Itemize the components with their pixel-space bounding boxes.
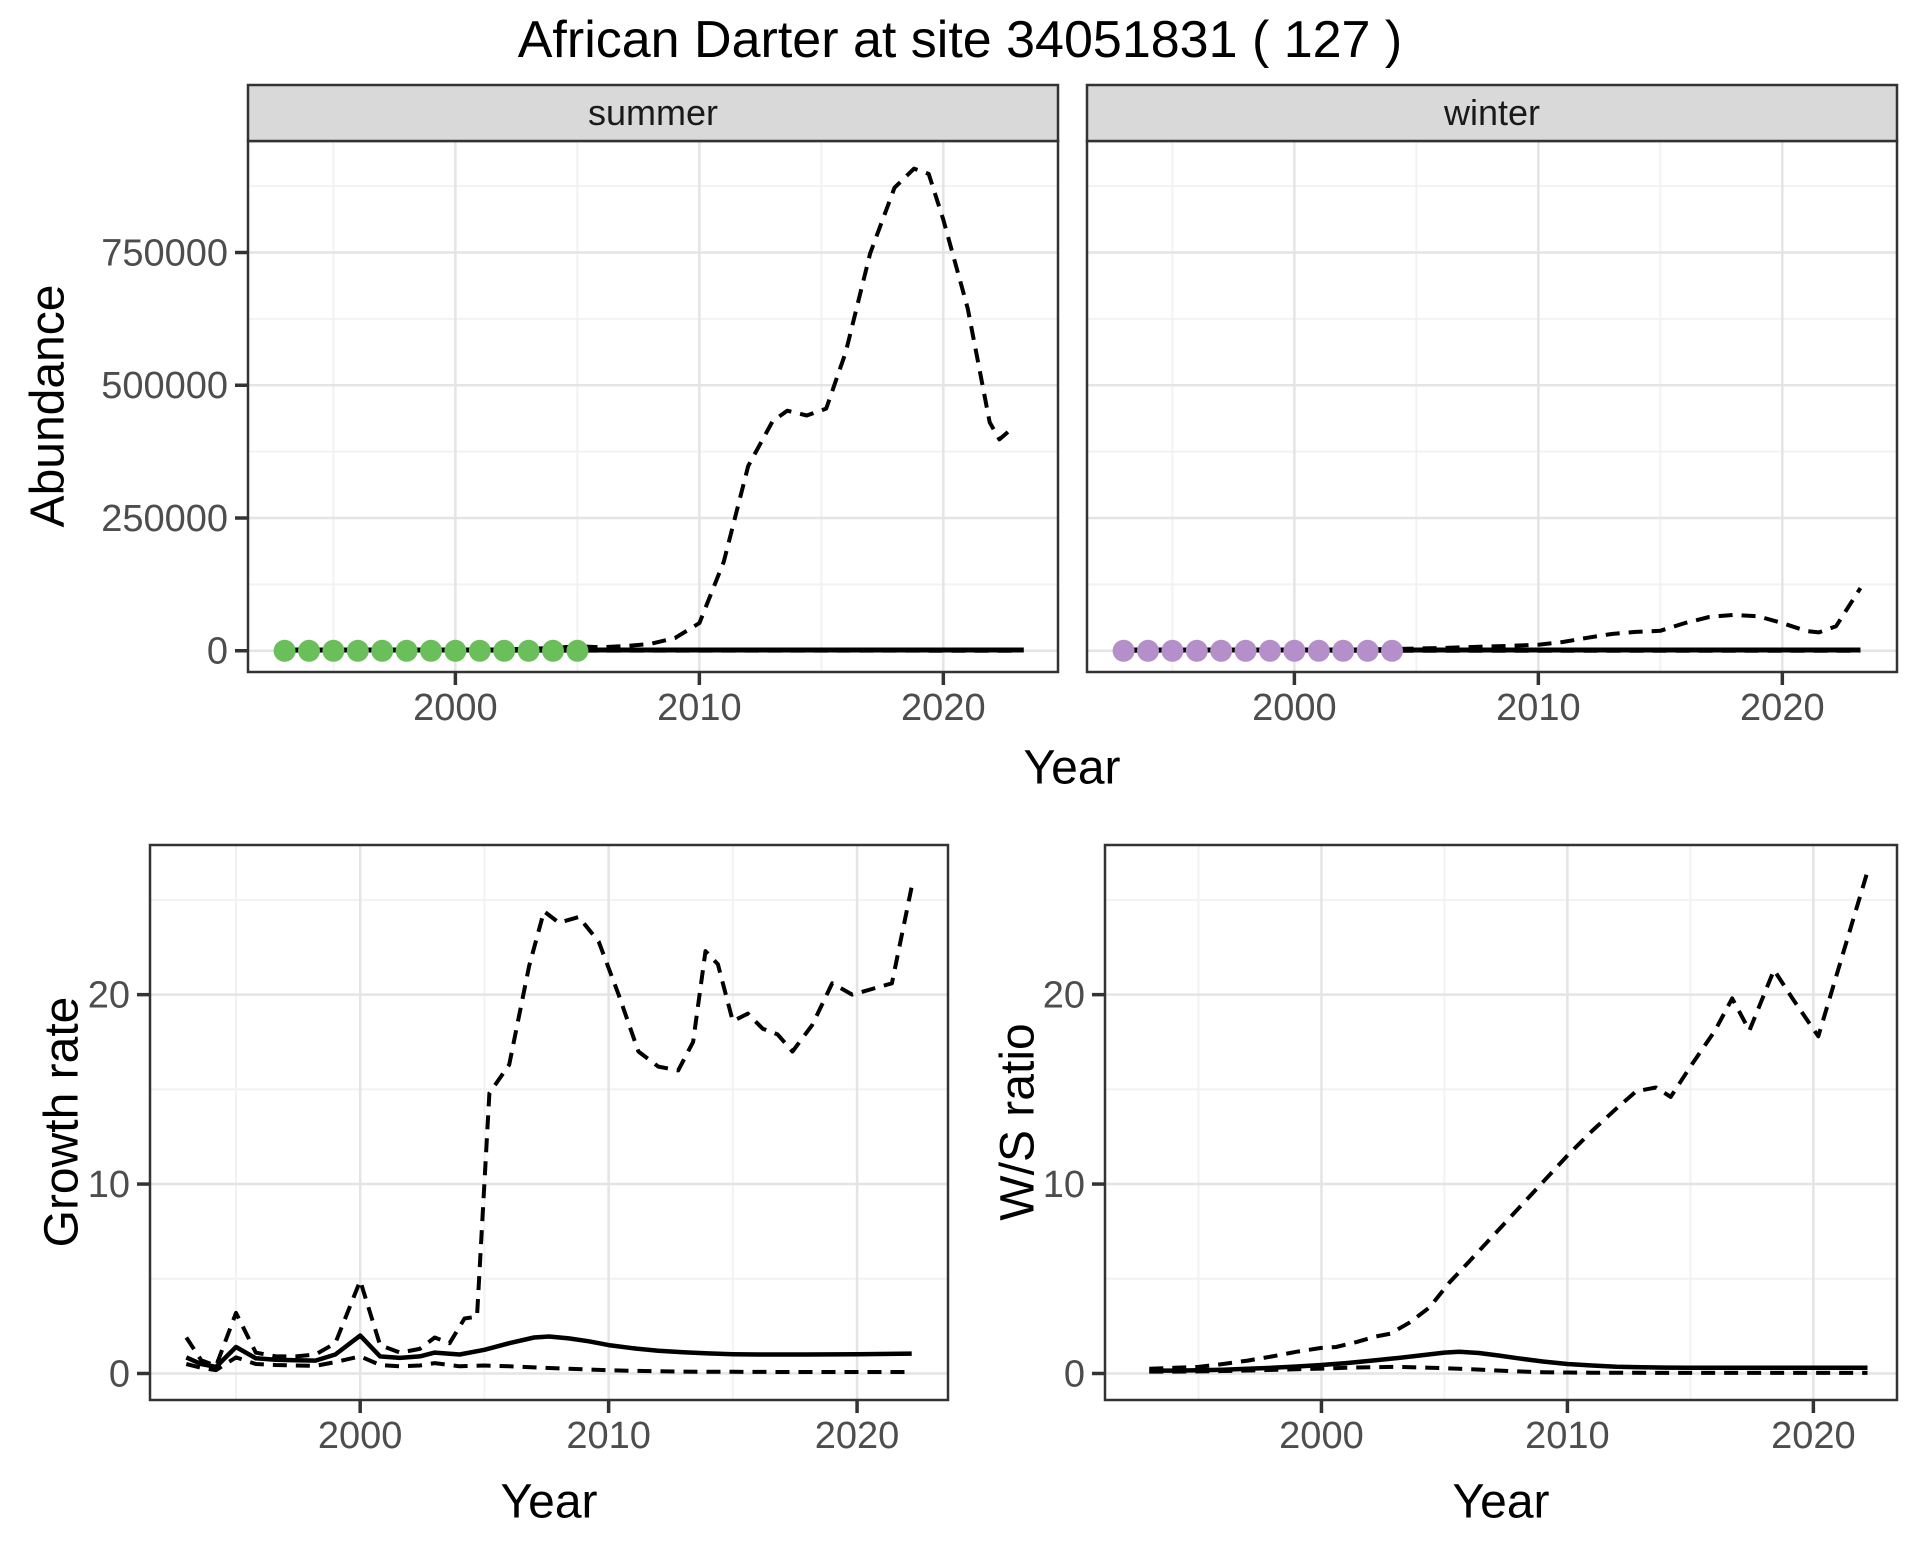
data-point-winter-counts [1381,639,1403,662]
data-point-winter-counts [1137,639,1159,662]
panel-ws-ratio: 2000 2010 2020 0 10 20 [1043,843,1899,1457]
y-tick-label: 750000 [101,232,228,274]
y-tick-label: 20 [1043,975,1085,1017]
x-tick-label: 2010 [566,1415,651,1457]
data-point-summer-counts [298,639,320,662]
series-estimate [185,1333,912,1370]
panel-background [248,141,1058,672]
panel-background [150,845,948,1400]
chart-title: African Darter at site 34051831 ( 127 ) [517,11,1403,69]
panel-abundance-winter: winter 2000 2010 2020 [1085,83,1899,729]
x-tick-label: 2000 [1252,687,1337,729]
data-point-summer-counts [542,639,564,662]
data-point-summer-counts [395,639,418,662]
series-lower-ci [1149,1364,1868,1375]
x-tick-label: 2000 [413,687,498,729]
y-tick-label: 10 [1043,1164,1085,1206]
data-point-summer-counts [493,639,516,662]
x-tick-label: 2010 [657,687,742,729]
y-tick-label: 0 [109,1353,130,1395]
series-upper-ci [1123,587,1863,653]
data-point-winter-counts [1259,639,1281,662]
facet-strip-summer [246,83,1060,143]
facet-strip-winter [1085,83,1899,143]
data-point-summer-counts [468,639,491,662]
data-point-winter-counts [1356,639,1379,662]
data-point-summer-counts [517,639,540,662]
data-point-summer-counts [346,639,369,662]
data-point-winter-counts [1210,639,1233,662]
panel-abundance-summer: summer 2000 2010 2020 0 250000 500000 750000 [101,83,1060,729]
data-point-winter-counts [1307,639,1330,662]
y-tick-label: 10 [88,1164,130,1206]
data-point-summer-counts [420,639,442,662]
x-tick-label: 2010 [1496,687,1581,729]
panel-background [1105,845,1897,1400]
data-point-winter-counts [1332,639,1355,662]
data-point-summer-counts [273,639,296,662]
facet-strip-label: summer [588,92,718,133]
data-point-summer-counts [371,639,394,662]
data-point-summer-counts [444,639,467,662]
x-tick-label: 2000 [318,1415,403,1457]
panel-border [148,843,950,1402]
x-tick-label: 2020 [901,687,986,729]
y-tick-label: 250000 [101,498,228,540]
data-point-summer-counts [322,639,345,662]
bottom-right-year-axis-title: Year [1452,1475,1550,1529]
y-tick-label: 20 [88,975,130,1017]
panel-border [1103,843,1899,1402]
x-tick-label: 2020 [815,1415,900,1457]
panel-growth-rate: 2000 2010 2020 0 10 20 [88,843,950,1457]
data-point-winter-counts [1185,639,1208,662]
y-tick-label: 0 [1064,1353,1085,1395]
series-upper-ci [184,886,914,1368]
x-tick-label: 2020 [1740,687,1825,729]
x-tick-label: 2000 [1279,1415,1364,1457]
x-tick-label: 2020 [1771,1415,1856,1457]
bottom-left-year-axis-title: Year [500,1475,598,1529]
data-point-winter-counts [1234,639,1257,662]
panel-background [1087,141,1897,672]
data-point-winter-counts [1283,639,1306,662]
data-point-winter-counts [1161,639,1184,662]
x-tick-label: 2010 [1525,1415,1610,1457]
data-point-summer-counts [566,639,589,662]
facet-strip-label: winter [1443,92,1540,133]
y-tick-label: 500000 [101,365,228,407]
y-tick-label: 0 [207,631,228,673]
series-lower-ci [185,1354,912,1374]
series-estimate [1149,1349,1868,1373]
data-point-winter-counts [1112,639,1135,662]
top-year-axis-title: Year [1023,741,1121,795]
